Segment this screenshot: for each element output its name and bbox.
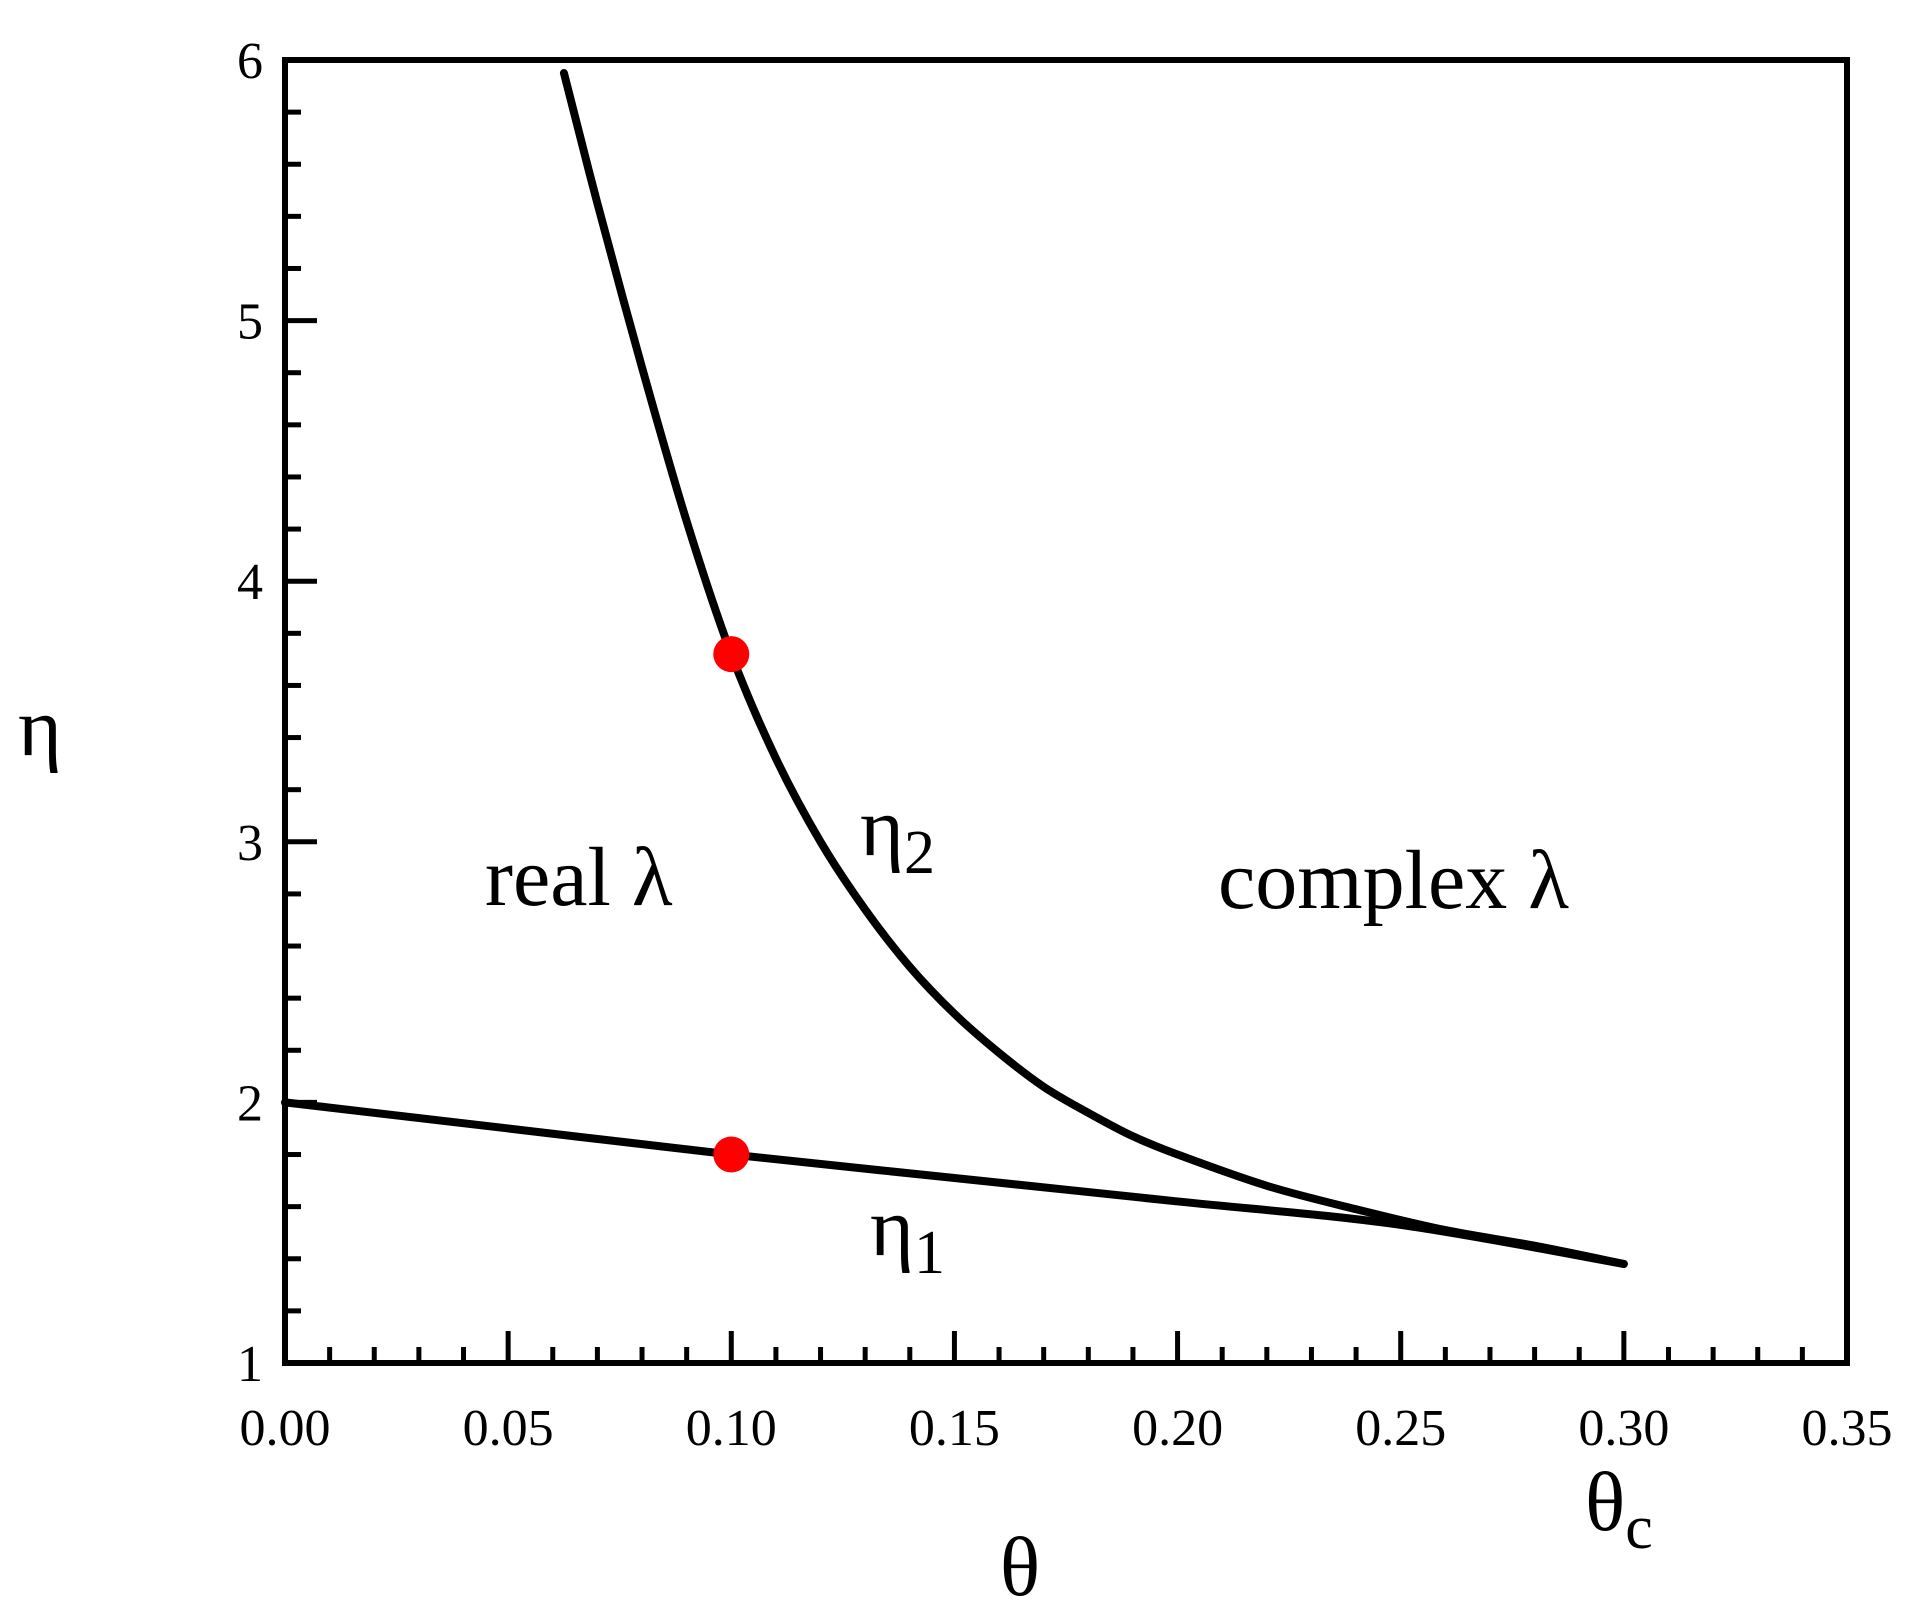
eta1-label-sub: 1	[914, 1219, 945, 1287]
x-tick-labels: 0.00 0.05 0.10 0.15 0.20 0.25 0.30 0.35	[240, 1400, 1893, 1457]
y-tick-label: 1	[237, 1336, 263, 1393]
eta2-label: η2	[860, 781, 935, 887]
theta-c-label: θc	[1585, 1456, 1653, 1562]
eta2-label-sub: 2	[904, 819, 935, 887]
y-tick-label: 3	[237, 815, 263, 872]
x-tick-label: 0.10	[686, 1400, 777, 1457]
y-tick-label: 4	[237, 554, 263, 611]
x-tick-label: 0.25	[1355, 1400, 1446, 1457]
markers	[713, 636, 750, 1173]
x-tick-label: 0.35	[1802, 1400, 1893, 1457]
complex-lambda-label: complex λ	[1218, 834, 1569, 927]
major-ticks	[282, 57, 1850, 1366]
x-tick-label: 0.15	[909, 1400, 1000, 1457]
x-tick-label: 0.00	[240, 1400, 331, 1457]
eta2-label-base: η	[860, 781, 904, 874]
y-tick-labels: 1 2 3 4 5 6	[237, 33, 263, 1393]
y-tick-label: 5	[237, 294, 263, 351]
plot-frame	[282, 57, 1850, 1366]
x-tick-label: 0.20	[1132, 1400, 1223, 1457]
x-tick-label: 0.05	[463, 1400, 554, 1457]
real-lambda-label: real λ	[485, 831, 673, 924]
series-line-eta2	[559, 69, 1628, 1268]
theta-c-label-base: θ	[1585, 1456, 1625, 1549]
series-lines	[281, 69, 1628, 1268]
series-line-eta1	[281, 1098, 1628, 1268]
eta1-label: η1	[870, 1181, 945, 1287]
y-axis-title: η	[18, 681, 62, 774]
eta1-label-base: η	[870, 1181, 914, 1274]
marker-eta2-point	[713, 636, 750, 673]
x-axis-title: θ	[1000, 1521, 1040, 1614]
y-tick-label: 2	[237, 1075, 263, 1132]
marker-eta1-point	[713, 1136, 750, 1173]
y-tick-label: 6	[237, 33, 263, 90]
minor-ticks	[285, 109, 1805, 1363]
x-tick-label: 0.30	[1578, 1400, 1669, 1457]
theta-c-label-sub: c	[1625, 1494, 1653, 1562]
